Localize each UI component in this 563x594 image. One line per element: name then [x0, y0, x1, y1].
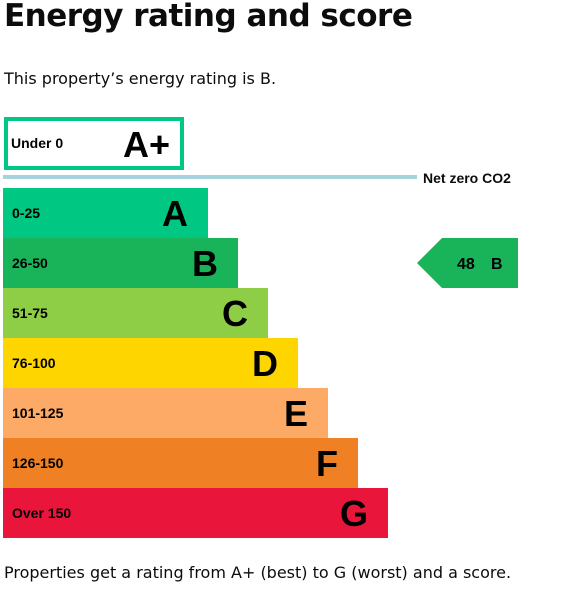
- band-e-bar: [3, 388, 328, 438]
- band-aplus-letter: A+: [123, 124, 170, 165]
- band-f-bar: [3, 438, 358, 488]
- band-b-bar: [3, 238, 238, 288]
- band-g-range: Over 150: [12, 505, 71, 521]
- band-a-range: 0-25: [12, 205, 40, 221]
- band-e-letter: E: [284, 393, 308, 434]
- band-a-bar: [3, 188, 208, 238]
- band-g-letter: G: [340, 493, 368, 534]
- current-score: 48: [457, 256, 475, 273]
- band-d-range: 76-100: [12, 355, 56, 371]
- band-c-bar: [3, 288, 268, 338]
- page-title: Energy rating and score: [4, 0, 413, 34]
- band-b-letter: B: [192, 243, 218, 284]
- band-f-range: 126-150: [12, 455, 64, 471]
- band-d-letter: D: [252, 343, 278, 384]
- current-rating-arrow: [417, 238, 518, 288]
- band-g-bar: [3, 488, 388, 538]
- band-aplus-box: [4, 117, 184, 170]
- band-b-range: 26-50: [12, 255, 48, 271]
- band-a-letter: A: [162, 193, 188, 234]
- band-aplus-range: Under 0: [11, 135, 63, 151]
- band-e-range: 101-125: [12, 405, 64, 421]
- band-c-range: 51-75: [12, 305, 48, 321]
- current-rating-letter: B: [491, 256, 503, 273]
- band-d-bar: [3, 338, 298, 388]
- rating-explanation: Properties get a rating from A+ (best) t…: [4, 563, 512, 582]
- band-c-letter: C: [222, 293, 248, 334]
- band-f-letter: F: [316, 443, 338, 484]
- net-zero-line: [3, 175, 417, 179]
- net-zero-label: Net zero CO2: [423, 170, 511, 186]
- rating-summary: This property’s energy rating is B.: [4, 69, 277, 88]
